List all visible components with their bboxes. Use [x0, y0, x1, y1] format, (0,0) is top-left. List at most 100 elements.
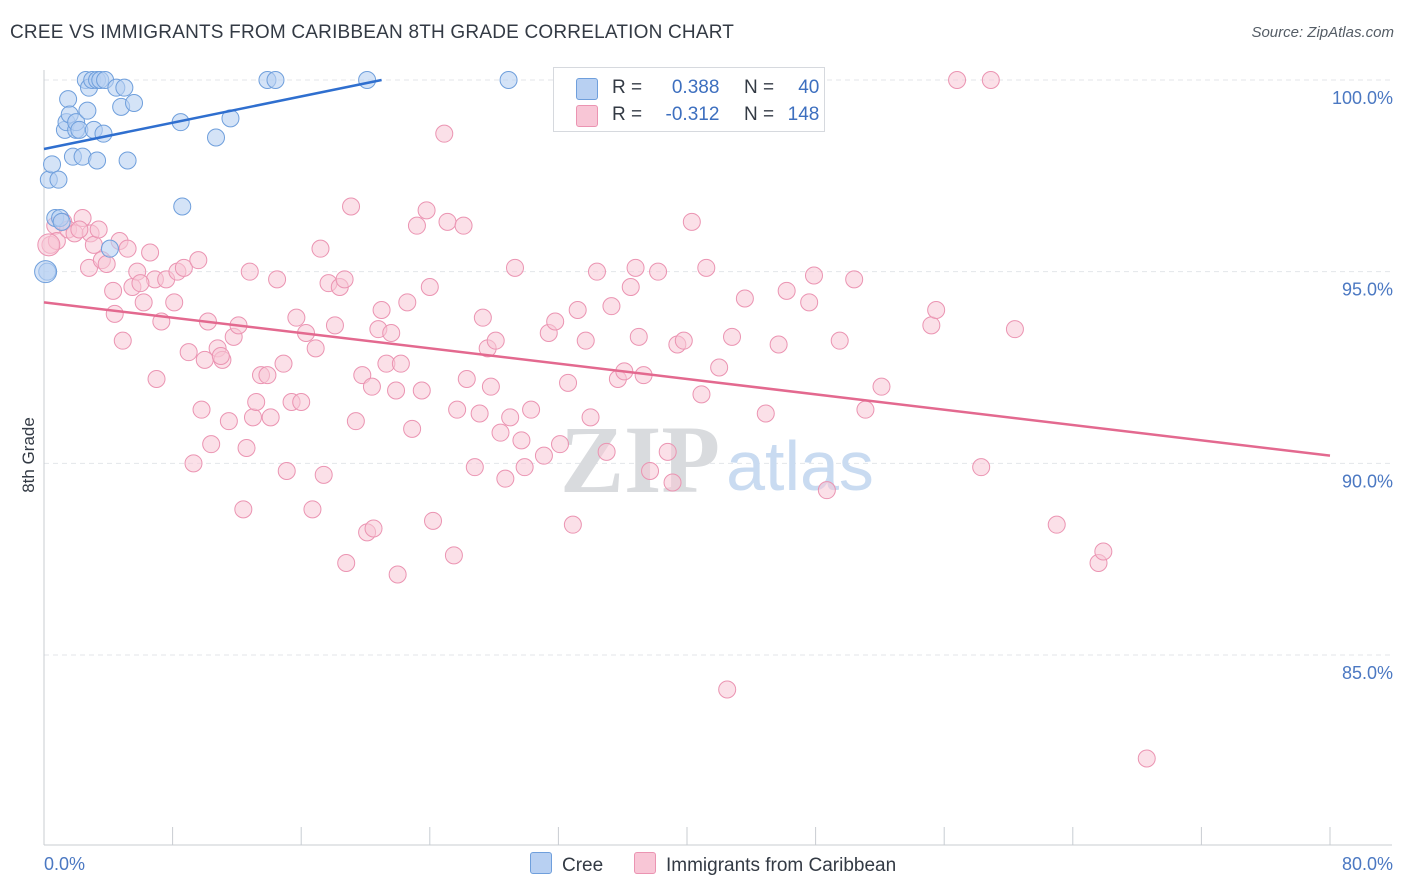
cree-point — [88, 151, 107, 170]
legend-n-value: 148 — [787, 104, 820, 125]
legend-r-value: 0.388 — [671, 77, 720, 98]
caribbean-point — [131, 274, 150, 293]
caribbean-point — [512, 431, 531, 450]
caribbean-point — [629, 327, 648, 346]
caribbean-point — [353, 366, 372, 385]
caribbean-point — [314, 465, 333, 484]
correlation-legend: R = 0.388 N = 40 R = -0.312 N = 148 — [553, 67, 825, 132]
caribbean-point — [1005, 320, 1024, 339]
caribbean-point — [522, 400, 541, 419]
caribbean-point — [551, 435, 570, 454]
y-tick-label: 95.0% — [1342, 280, 1393, 300]
caribbean-point — [444, 546, 463, 565]
caribbean-point — [364, 519, 383, 538]
caribbean-point — [192, 400, 211, 419]
caribbean-point — [37, 233, 61, 257]
chart-title: CREE VS IMMIGRANTS FROM CARIBBEAN 8TH GR… — [10, 22, 735, 43]
caribbean-point — [626, 258, 645, 277]
bottom-legend-cree: Cree — [530, 852, 603, 877]
cree-point — [100, 239, 119, 258]
caribbean-point — [372, 301, 391, 319]
cree-point — [34, 260, 58, 284]
cree-point — [49, 170, 68, 189]
caribbean-point — [804, 266, 823, 285]
caribbean-point — [303, 500, 322, 519]
caribbean-point — [247, 393, 266, 411]
cree-legend-icon — [530, 852, 552, 874]
caribbean-point — [189, 251, 208, 270]
y-axis-label: 8th Grade — [19, 417, 38, 493]
caribbean-point — [118, 239, 137, 258]
caribbean-point — [268, 270, 287, 289]
y-tick-labels: 100.0% 95.0% 90.0% 85.0% — [1332, 88, 1393, 683]
caribbean-point — [756, 404, 775, 423]
caribbean-point — [147, 370, 166, 388]
caribbean-point — [546, 312, 565, 331]
caribbean-point — [621, 278, 640, 296]
cree-point — [499, 71, 518, 89]
caribbean-point — [777, 281, 796, 300]
source-label: Source: ZipAtlas.com — [1251, 24, 1394, 41]
caribbean-point — [658, 442, 677, 461]
caribbean-point — [602, 297, 621, 316]
bottom-legend-caribbean-label: Immigrants from Caribbean — [666, 855, 897, 876]
caribbean-point — [496, 469, 515, 488]
caribbean-point — [104, 281, 123, 300]
cree-point — [173, 197, 192, 216]
x-tick-label: 0.0% — [44, 854, 85, 874]
caribbean-points — [37, 71, 1156, 768]
caribbean-point — [438, 212, 457, 231]
caribbean-point — [417, 201, 436, 220]
cree-point — [59, 90, 78, 109]
caribbean-point — [240, 262, 259, 281]
caribbean-point — [710, 358, 729, 377]
legend-r-value: -0.312 — [665, 104, 720, 125]
caribbean-point — [587, 262, 606, 281]
caribbean-point — [505, 258, 524, 277]
caribbean-point — [501, 408, 520, 427]
caribbean-point — [534, 446, 553, 465]
caribbean-point — [473, 308, 492, 327]
y-tick-label: 90.0% — [1342, 471, 1393, 491]
bottom-legend-cree-label: Cree — [562, 855, 604, 876]
caribbean-point — [342, 197, 361, 216]
caribbean-point — [481, 377, 500, 396]
caribbean-point — [817, 481, 836, 500]
caribbean-point — [972, 458, 991, 477]
caribbean-point — [403, 419, 422, 438]
caribbean-point — [1137, 749, 1156, 768]
caribbean-point — [872, 377, 891, 396]
legend-n-value: 40 — [798, 77, 820, 98]
caribbean-point — [927, 301, 946, 319]
legend-r-label: R = — [612, 77, 643, 98]
cree-point — [118, 151, 137, 170]
caribbean-point — [391, 354, 410, 373]
cree-trend-line — [43, 78, 382, 151]
y-tick-label: 100.0% — [1332, 88, 1393, 108]
caribbean-point — [97, 255, 116, 273]
caribbean-point — [407, 216, 426, 235]
cree-point — [115, 78, 134, 97]
caribbean-point — [211, 347, 230, 365]
caribbean-point — [697, 258, 716, 277]
caribbean-point — [292, 393, 311, 411]
cree-point — [358, 71, 377, 89]
caribbean-point — [306, 339, 325, 358]
cree-point — [266, 71, 285, 89]
caribbean-point — [89, 220, 108, 239]
caribbean-point — [559, 373, 578, 392]
caribbean-point — [576, 331, 595, 350]
caribbean-point — [682, 212, 701, 231]
caribbean-point — [165, 293, 184, 312]
caribbean-point — [113, 331, 132, 350]
caribbean-point — [134, 293, 153, 312]
caribbean-legend-icon — [634, 852, 656, 874]
cree-swatch-icon — [576, 78, 598, 100]
caribbean-point — [981, 71, 1000, 89]
caribbean-point — [856, 400, 875, 419]
x-tick-label: 80.0% — [1342, 854, 1393, 874]
caribbean-point — [287, 308, 306, 327]
caribbean-point — [845, 270, 864, 289]
caribbean-point — [454, 216, 473, 235]
